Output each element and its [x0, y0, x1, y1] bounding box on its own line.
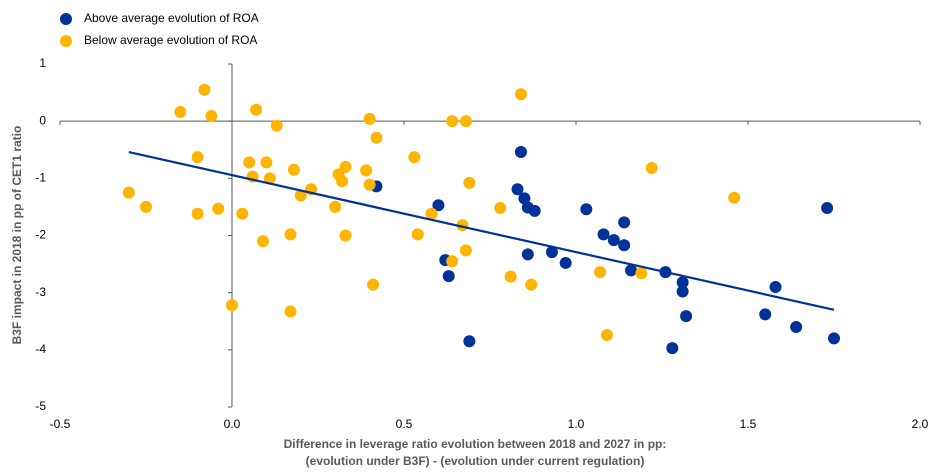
scatter-point — [459, 115, 472, 128]
scatter-point — [666, 342, 679, 355]
x-axis-label: (evolution under B3F) - (evolution under… — [306, 454, 645, 468]
scatter-point — [205, 110, 218, 123]
scatter-point — [446, 255, 459, 268]
scatter-point — [256, 235, 269, 248]
scatter-point — [339, 160, 352, 173]
scatter-point — [463, 176, 476, 189]
y-tick-label: -3 — [35, 285, 46, 299]
scatter-point — [759, 308, 772, 321]
scatter-point — [226, 299, 238, 312]
scatter-point — [828, 332, 840, 345]
scatter-point — [294, 189, 307, 202]
scatter-point — [442, 270, 455, 283]
x-axis-label: Difference in leverage ratio evolution b… — [284, 437, 667, 451]
scatter-point — [514, 146, 527, 159]
scatter-point — [625, 264, 638, 277]
scatter-point — [790, 320, 803, 333]
scatter-point — [284, 305, 297, 318]
scatter-point — [360, 164, 373, 177]
scatter-point — [545, 246, 558, 259]
scatter-point — [618, 239, 631, 252]
trend-line — [128, 150, 835, 311]
scatter-point — [463, 335, 476, 348]
scatter-point — [618, 216, 631, 229]
scatter-point — [635, 267, 648, 280]
scatter-point — [174, 106, 187, 119]
scatter-point — [494, 202, 507, 215]
y-tick-label: 1 — [39, 56, 46, 70]
scatter-point — [594, 266, 607, 279]
scatter-point — [769, 280, 782, 293]
scatter-point — [511, 183, 524, 196]
scatter-point — [521, 248, 534, 261]
scatter-point — [198, 83, 211, 96]
scatter-point — [140, 200, 152, 213]
scatter-point — [514, 88, 527, 101]
scatter-point — [645, 162, 658, 175]
scatter-point — [270, 119, 283, 132]
x-tick-label: 1.5 — [740, 417, 757, 431]
scatter-point — [363, 112, 376, 125]
scatter-point — [367, 278, 380, 291]
scatter-point — [432, 199, 445, 212]
scatter-point — [559, 256, 572, 269]
y-tick-label: -4 — [35, 342, 46, 356]
scatter-point — [263, 172, 276, 185]
scatter-point — [680, 310, 693, 323]
scatter-point — [425, 207, 438, 220]
scatter-point — [191, 207, 204, 220]
scatter-point — [336, 175, 349, 188]
scatter-point — [408, 151, 421, 164]
scatter-point — [580, 203, 593, 216]
scatter-point — [287, 163, 300, 176]
y-axis-label: B3F impact in 2018 in pp of CET1 ratio — [10, 126, 24, 345]
scatter-point — [607, 234, 620, 247]
y-tick-label: -1 — [35, 171, 46, 185]
legend-label: Below average evolution of ROA — [84, 33, 257, 47]
scatter-point — [260, 156, 273, 169]
scatter-point — [363, 178, 376, 191]
x-tick-label: -0.5 — [50, 417, 71, 431]
scatter-point — [329, 200, 342, 213]
scatter-point — [122, 186, 135, 199]
scatter-point — [370, 131, 383, 144]
scatter-point — [676, 276, 689, 289]
scatter-point — [446, 115, 459, 128]
x-tick-label: 1.0 — [568, 417, 585, 431]
y-tick-label: -5 — [35, 399, 46, 413]
scatter-point — [600, 328, 613, 341]
scatter-point — [459, 244, 472, 257]
scatter-point — [411, 228, 424, 241]
scatter-point — [528, 204, 541, 217]
y-tick-label: 0 — [39, 113, 46, 127]
scatter-point — [504, 270, 517, 283]
scatter-point — [236, 207, 249, 220]
scatter-point — [525, 278, 538, 291]
x-tick-label: 2.0 — [912, 417, 929, 431]
scatter-point — [339, 229, 352, 242]
x-tick-label: 0.5 — [396, 417, 413, 431]
legend-marker — [60, 13, 72, 25]
y-tick-label: -2 — [35, 228, 46, 242]
scatter-point — [597, 228, 610, 241]
scatter-point — [284, 228, 297, 241]
scatter-point — [212, 202, 225, 215]
scatter-point — [243, 156, 256, 169]
x-tick-label: 0.0 — [224, 417, 241, 431]
scatter-point — [676, 285, 689, 298]
scatter-point — [821, 202, 834, 215]
scatter-point — [250, 103, 263, 116]
legend-marker — [60, 35, 72, 47]
scatter-point — [728, 191, 741, 204]
scatter-point — [518, 192, 531, 205]
scatter-point — [191, 151, 204, 164]
legend-label: Above average evolution of ROA — [84, 11, 259, 25]
